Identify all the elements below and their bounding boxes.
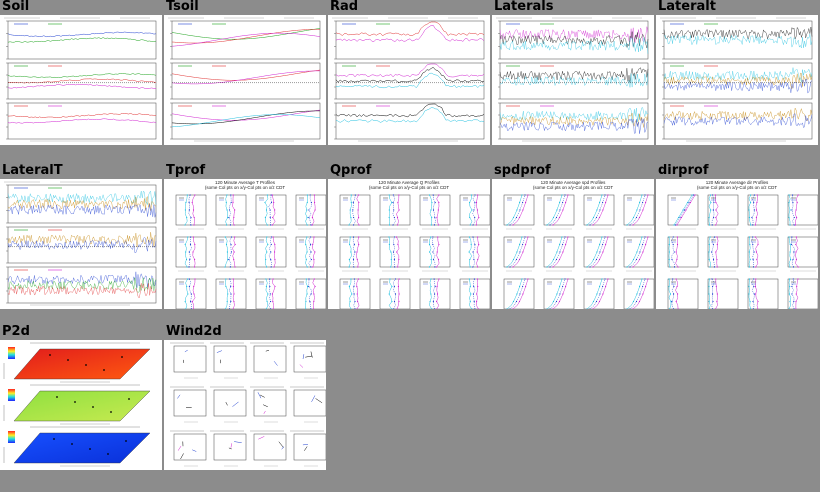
tile-wind2d: Wind2d — [164, 325, 326, 471]
tile-qprof: Qprof 120 Minute Average Q Profiles (some … — [328, 164, 490, 310]
plot-subheading: (some Col pts on x/y-Col pts on x/z CDT — [696, 185, 778, 190]
tile-title: dirprof — [658, 163, 709, 178]
plot-heading: 120 Minute Average T Profiles — [214, 180, 276, 185]
tile-title: Laterals — [494, 0, 554, 14]
tile-title: P2d — [2, 324, 30, 339]
tile-title: Soil — [2, 0, 30, 14]
tile-title: Wind2d — [166, 324, 222, 339]
plot-thumbnail-qprof[interactable]: 120 Minute Average Q Profiles (some Col p… — [328, 179, 490, 309]
tile-spdprof: spdprof 120 Minute Average spd Profiles (s… — [492, 164, 654, 310]
plot-thumbnail-laterals[interactable] — [492, 15, 654, 145]
tile-title: Lateralt — [658, 0, 716, 14]
tile-title: LateralT — [2, 163, 63, 178]
plot-thumbnail-rad[interactable] — [328, 15, 490, 145]
tile-tprof: Tprof 120 Minute Average T Profiles (some … — [164, 164, 326, 310]
tile-title: Qprof — [330, 163, 372, 178]
plot-heading: 120 Minute Average spd Profiles — [540, 180, 606, 185]
plot-heading: 120 Minute Average Q Profiles — [378, 180, 440, 185]
tile-p2d: P2d — [0, 325, 162, 471]
plot-thumbnail-lateralt[interactable] — [656, 15, 818, 145]
tile-laterals: Laterals — [492, 0, 654, 146]
plot-thumbnail-wind2d[interactable] — [164, 340, 326, 470]
tile-title: Tprof — [166, 163, 206, 178]
tile-dirprof: dirprof 120 Minute Average dir Profiles (s… — [656, 164, 818, 310]
plot-heading: 120 Minute Average dir Profiles — [705, 180, 769, 185]
tile-rad: Rad — [328, 0, 490, 146]
tile-title: Tsoil — [166, 0, 199, 14]
plot-thumbnail-spdprof[interactable]: 120 Minute Average spd Profiles (some Col… — [492, 179, 654, 309]
tile-tsoil: Tsoil — [164, 0, 326, 146]
tile-title: Rad — [330, 0, 359, 14]
plot-thumbnail-tprof[interactable]: 120 Minute Average T Profiles (some Col p… — [164, 179, 326, 309]
plot-subheading: (some Col pts on x/y-Col pts on x/z CDT — [204, 185, 286, 190]
plot-subheading: (some Col pts on x/y-Col pts on x/z CDT — [368, 185, 450, 190]
plot-thumbnail-tsoil[interactable] — [164, 15, 326, 145]
tile-lateralt: LateralT — [0, 164, 162, 310]
tile-title: spdprof — [494, 163, 551, 178]
tile-lateralt: Lateralt — [656, 0, 818, 146]
plot-subheading: (some Col pts on x/y-Col pts on x/z CDT — [532, 185, 614, 190]
plot-thumbnail-lateralt[interactable] — [0, 179, 162, 309]
plot-thumbnail-soil[interactable] — [0, 15, 162, 145]
plot-thumbnail-dirprof[interactable]: 120 Minute Average dir Profiles (some Col… — [656, 179, 818, 309]
tile-soil: Soil — [0, 0, 162, 146]
plot-thumbnail-p2d[interactable] — [0, 340, 162, 470]
